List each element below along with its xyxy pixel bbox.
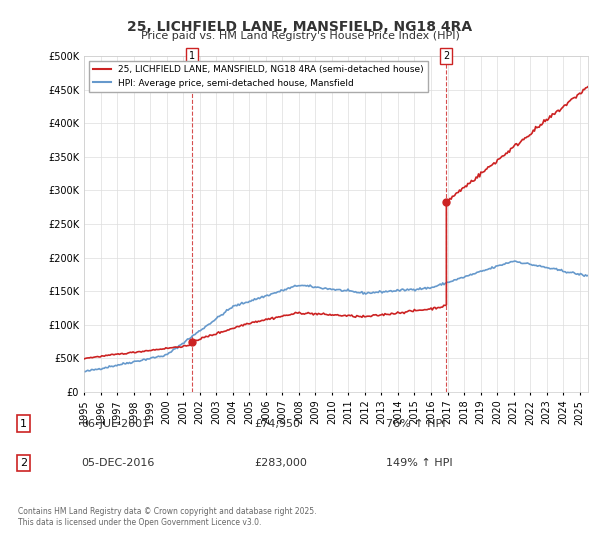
Text: £283,000: £283,000 [254, 458, 307, 468]
Text: 149% ↑ HPI: 149% ↑ HPI [386, 458, 453, 468]
Text: £74,950: £74,950 [254, 419, 300, 429]
Legend: 25, LICHFIELD LANE, MANSFIELD, NG18 4RA (semi-detached house), HPI: Average pric: 25, LICHFIELD LANE, MANSFIELD, NG18 4RA … [89, 60, 428, 92]
Text: 06-JUL-2001: 06-JUL-2001 [81, 419, 149, 429]
Text: 05-DEC-2016: 05-DEC-2016 [81, 458, 154, 468]
Text: Price paid vs. HM Land Registry's House Price Index (HPI): Price paid vs. HM Land Registry's House … [140, 31, 460, 41]
Text: 1: 1 [188, 51, 195, 61]
Text: 76% ↑ HPI: 76% ↑ HPI [386, 419, 446, 429]
Text: 2: 2 [443, 51, 449, 61]
Text: Contains HM Land Registry data © Crown copyright and database right 2025.
This d: Contains HM Land Registry data © Crown c… [18, 507, 316, 527]
Text: 25, LICHFIELD LANE, MANSFIELD, NG18 4RA: 25, LICHFIELD LANE, MANSFIELD, NG18 4RA [127, 20, 473, 34]
Text: 1: 1 [20, 419, 27, 429]
Text: 2: 2 [20, 458, 27, 468]
